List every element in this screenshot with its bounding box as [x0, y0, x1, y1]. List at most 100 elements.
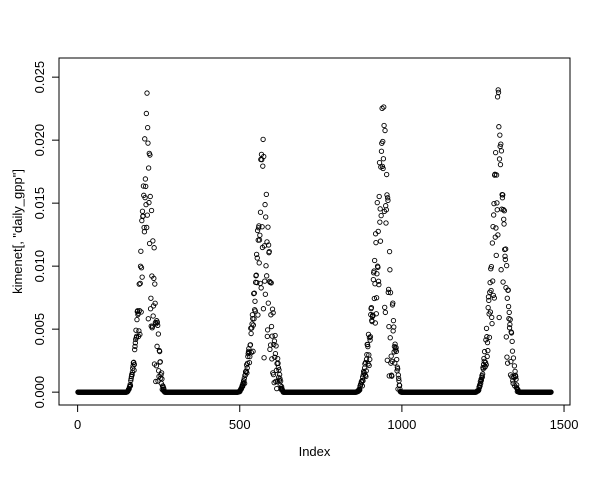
data-point	[269, 306, 276, 312]
data-point	[135, 310, 141, 316]
data-point	[261, 355, 267, 361]
data-point	[505, 303, 512, 310]
data-point	[498, 141, 504, 147]
data-point	[499, 195, 506, 201]
data-point	[487, 279, 493, 286]
data-point	[136, 328, 142, 334]
data-point	[377, 206, 383, 212]
data-point	[248, 330, 254, 337]
data-point	[149, 323, 156, 329]
data-point	[371, 295, 377, 302]
data-point	[497, 132, 503, 138]
data-point	[501, 208, 508, 214]
data-point	[141, 229, 148, 235]
data-point	[483, 337, 489, 343]
data-point	[390, 317, 397, 324]
data-point	[159, 376, 165, 382]
data-point	[495, 232, 501, 238]
data-point	[502, 253, 508, 259]
data-point	[247, 342, 254, 348]
data-point	[153, 321, 159, 327]
data-point	[386, 323, 392, 330]
y-tick-label: 0.000	[32, 376, 47, 409]
data-point	[494, 200, 500, 206]
data-point	[384, 195, 391, 201]
data-point	[395, 366, 401, 372]
data-point	[384, 357, 390, 363]
data-point	[481, 348, 488, 355]
data-point	[368, 305, 375, 311]
data-point	[262, 278, 268, 284]
data-point	[273, 343, 279, 349]
data-point	[271, 338, 278, 344]
data-point	[380, 156, 387, 162]
data-point	[269, 356, 275, 362]
data-point	[152, 281, 158, 287]
data-point	[253, 251, 260, 258]
data-point	[389, 373, 395, 379]
y-tick-label: 0.005	[32, 313, 47, 346]
data-point	[257, 232, 263, 238]
data-point	[252, 308, 258, 314]
data-point	[150, 313, 156, 319]
data-point	[491, 201, 497, 207]
data-point	[157, 359, 163, 365]
data-point	[241, 378, 247, 384]
data-point	[485, 347, 491, 354]
x-tick-label: 500	[229, 417, 251, 432]
data-point	[146, 240, 153, 247]
data-point	[495, 89, 502, 96]
data-point	[241, 380, 248, 387]
data-point	[147, 306, 154, 312]
data-point	[508, 330, 515, 336]
data-point	[277, 378, 284, 384]
data-point	[493, 172, 500, 178]
data-point	[139, 208, 146, 214]
data-point	[496, 124, 502, 130]
data-point	[262, 201, 268, 208]
data-point	[373, 295, 380, 301]
data-point	[389, 358, 395, 365]
data-point	[263, 214, 269, 220]
data-point	[502, 256, 508, 263]
data-point	[491, 212, 497, 218]
data-point	[265, 300, 271, 306]
data-point	[382, 304, 388, 311]
data-point	[253, 272, 259, 278]
data-point	[507, 316, 513, 323]
data-point	[498, 148, 505, 154]
data-point	[364, 352, 370, 358]
data-point	[381, 122, 387, 129]
y-tick-label: 0.025	[32, 61, 47, 94]
data-point	[498, 267, 504, 273]
data-point	[375, 228, 381, 235]
data-point	[134, 308, 141, 314]
data-point	[365, 343, 371, 350]
data-point	[382, 309, 389, 316]
x-tick-label: 1000	[387, 417, 416, 432]
data-point	[479, 371, 486, 377]
x-axis-title: Index	[299, 444, 331, 459]
data-point	[246, 359, 253, 366]
data-point	[484, 339, 491, 346]
data-point	[493, 252, 499, 259]
data-point	[390, 300, 396, 306]
data-point	[486, 334, 493, 341]
data-point	[267, 342, 274, 348]
y-axis-title: kimenet[, "daily_gpp"]	[10, 169, 25, 294]
data-point	[393, 345, 399, 351]
data-point	[383, 207, 389, 213]
data-point	[367, 356, 373, 363]
data-point	[385, 197, 391, 203]
data-point	[134, 316, 140, 323]
data-point	[506, 325, 513, 331]
data-point	[380, 138, 386, 145]
data-point	[373, 240, 379, 246]
data-point	[497, 161, 504, 168]
data-point	[272, 332, 278, 339]
data-point	[504, 360, 511, 366]
data-point	[503, 262, 510, 269]
data-point	[513, 376, 519, 382]
data-point	[138, 248, 144, 254]
